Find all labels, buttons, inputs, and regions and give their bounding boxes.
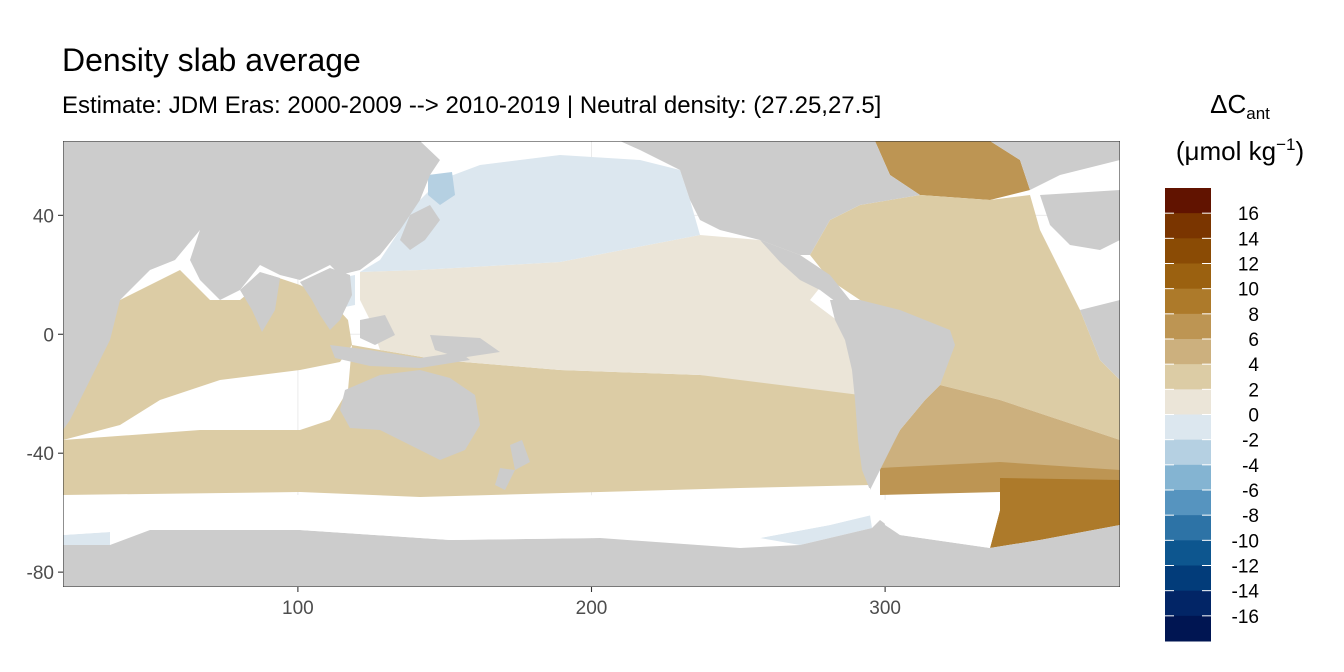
legend-title-main: ΔC — [1210, 89, 1246, 119]
y-tick-label: -80 — [27, 563, 54, 584]
map-panel — [63, 141, 1120, 587]
legend-label: 4 — [1248, 355, 1259, 376]
land-europe-west — [1040, 190, 1120, 250]
legend-title-sub: ant — [1246, 104, 1270, 123]
chart-subtitle: Estimate: JDM Eras: 2000-2009 --> 2010-2… — [62, 92, 882, 119]
legend-label: -12 — [1232, 557, 1259, 578]
legend-swatch — [1165, 490, 1211, 516]
legend-swatch — [1165, 414, 1211, 441]
land-central-america — [760, 240, 850, 305]
land-se-asia — [300, 268, 352, 330]
land-new-zealand-south — [495, 468, 515, 490]
legend-label: -4 — [1242, 456, 1259, 477]
legend-swatch — [1165, 188, 1211, 214]
region-ross-sea — [760, 515, 872, 545]
land — [63, 141, 1120, 587]
legend-swatch — [1165, 313, 1211, 340]
region-indian-ocean — [63, 270, 352, 440]
legend-label: 10 — [1238, 280, 1259, 301]
legend-swatch — [1165, 238, 1211, 264]
ocean-field — [63, 141, 1120, 587]
y-tick-label: 0 — [43, 325, 54, 346]
land-africa — [63, 141, 200, 430]
legend-swatch — [1165, 540, 1211, 566]
nodata-weddell — [880, 495, 1000, 548]
legend-label: -2 — [1242, 431, 1259, 452]
legend-label: -14 — [1232, 582, 1260, 603]
land-indonesia — [330, 345, 470, 368]
legend-label: 12 — [1238, 255, 1259, 276]
legend-label: -10 — [1232, 531, 1259, 552]
legend-swatch — [1165, 615, 1211, 642]
x-axis: 100 200 300 — [282, 587, 901, 619]
legend-swatch — [1165, 439, 1211, 466]
legend-swatch — [1165, 389, 1211, 415]
legend-label: 6 — [1248, 330, 1259, 351]
region-south-atlantic — [880, 385, 1120, 480]
legend-swatch — [1165, 339, 1211, 365]
legend-swatch — [1165, 515, 1211, 541]
y-tick-label: 40 — [33, 206, 54, 227]
land-new-zealand — [510, 440, 530, 470]
land-south-america — [830, 300, 955, 490]
legend-label: -6 — [1242, 481, 1259, 502]
legend-swatch — [1165, 464, 1211, 491]
legend: ΔCant (μmol kg−1) 16 14 12 10 8 6 4 2 0 -2 -4 -6 -8 -… — [1165, 89, 1304, 642]
legend-labels: 16 14 12 10 8 6 4 2 0 -2 -4 -6 -8 -10 -12 -14 -16 — [1165, 204, 1259, 628]
land-north-america — [620, 141, 920, 255]
legend-label: 16 — [1238, 204, 1259, 225]
land-japan — [400, 205, 440, 250]
legend-title: ΔCant — [1210, 89, 1270, 123]
land-australia — [340, 370, 480, 460]
legend-unit-suffix: ) — [1295, 136, 1304, 166]
nodata-southern — [63, 488, 872, 540]
legend-label: -8 — [1242, 506, 1259, 527]
region-west-antarctic — [63, 532, 110, 545]
legend-label: 2 — [1248, 380, 1259, 401]
legend-label: 0 — [1248, 406, 1259, 427]
legend-swatch — [1165, 213, 1211, 239]
legend-unit: (μmol kg−1) — [1176, 135, 1304, 166]
legend-label: -16 — [1232, 607, 1259, 628]
land-new-guinea — [430, 335, 500, 358]
x-tick-label: 100 — [282, 598, 314, 619]
y-tick-label: -40 — [27, 444, 54, 465]
x-tick-label: 200 — [576, 598, 608, 619]
land-greenland — [990, 141, 1120, 190]
region-north-atlantic-subpolar — [875, 141, 1030, 200]
region-kuril — [428, 172, 455, 205]
legend-swatch — [1165, 565, 1211, 592]
region-weddell — [990, 478, 1120, 548]
land-india — [240, 272, 280, 332]
region-north-atlantic — [810, 195, 1120, 440]
land-africa-east-edge — [1080, 300, 1120, 380]
legend-swatch — [1165, 288, 1211, 315]
legend-label: 14 — [1238, 229, 1260, 250]
land-eurasia — [190, 141, 440, 300]
legend-swatch — [1165, 590, 1211, 617]
legend-swatch — [1165, 364, 1211, 390]
legend-unit-sup: −1 — [1276, 135, 1295, 154]
land-borneo — [360, 315, 395, 345]
x-tick-label: 300 — [869, 598, 901, 619]
legend-label: 8 — [1248, 305, 1259, 326]
region-equatorial-pacific — [360, 235, 860, 395]
land-antarctica — [63, 520, 1120, 587]
legend-swatch — [1165, 263, 1211, 290]
legend-swatches — [1165, 188, 1211, 642]
legend-unit-prefix: (μmol kg — [1176, 136, 1276, 166]
chart-title: Density slab average — [62, 42, 361, 78]
y-axis: 40 0 -40 -80 — [27, 206, 63, 584]
